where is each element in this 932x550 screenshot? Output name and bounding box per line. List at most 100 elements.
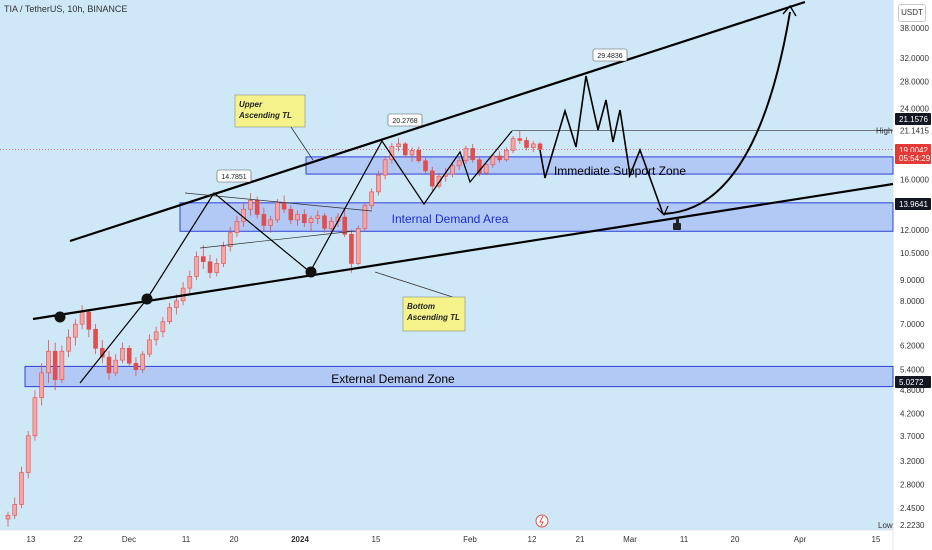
candle-body [409,149,415,156]
candle-body [261,214,267,226]
candle-body [113,359,119,374]
candle-body [342,216,348,235]
candle [160,316,166,338]
lightning-icon [535,514,549,528]
note-text: Bottom [407,302,435,311]
candle-body [106,356,112,374]
peak-label-box [387,113,423,127]
pivot-dot [141,293,153,305]
zone-label: External Demand Zone [331,372,455,386]
y-tick-label: 4.2000 [900,410,925,419]
candle [322,213,327,233]
candle-body [275,202,280,221]
candle-body [174,300,179,308]
candle [328,217,334,233]
candle [315,210,321,225]
price-marker-box [895,113,931,125]
price-marker-box [895,198,931,210]
price-marker-box [895,152,931,164]
candle-body [227,232,233,247]
y-tick-label: 5.4000 [900,366,925,375]
y-tick-label: 32.0000 [900,54,929,63]
currency-badge[interactable]: USDT [898,4,926,22]
candle-body [46,350,51,374]
y-tick-label: 8.0000 [900,297,925,306]
y-tick-label: 24.0000 [900,104,929,113]
candle [429,166,435,191]
y-tick-label: 2.2230 [900,521,925,530]
candle [187,270,193,295]
candle [288,205,294,225]
candle [73,319,78,346]
candle-body [5,514,11,520]
internal-pattern-line [184,192,373,212]
x-tick-label: 13 [27,535,36,544]
candle [423,157,428,175]
candle [497,151,502,163]
candle-body [376,174,381,193]
candle [221,241,226,268]
candle [362,202,368,232]
zone-2 [24,365,894,388]
candle [147,334,152,358]
candle-body [349,233,354,264]
peak-label: 20.2768 [387,113,423,127]
candle-body [32,397,38,437]
x-tick-label: Dec [122,535,136,544]
candle [416,146,422,163]
price-marker: 5.0272 [895,376,931,388]
arrow-head [782,4,797,17]
candle-body [126,347,132,364]
candle-body [153,331,159,341]
candle [254,196,260,219]
y-tick-label: 38.0000 [900,24,929,33]
candle [275,199,280,223]
candle-body [281,202,287,210]
candle [396,137,401,152]
candle-body [403,143,408,156]
candle-body [315,215,321,219]
low-label: Low [878,521,893,530]
price-marker: 13.9641 [895,198,931,210]
thumbs-up-icon [673,223,681,230]
candle [93,324,98,355]
candle [99,339,105,364]
candle [39,363,44,406]
peak-label-box [216,169,252,183]
candle [167,302,172,325]
candle [510,136,516,154]
candle [517,131,523,144]
candle-body [19,472,24,505]
x-tick-label: 12 [528,535,537,544]
candle-body [369,191,374,206]
candle [180,282,186,306]
candle [140,351,145,373]
candle [25,431,31,479]
candle [5,511,11,527]
note-box [234,94,306,128]
candle-body [234,220,240,234]
x-tick-label: 15 [872,535,881,544]
candle-body [147,339,152,355]
candle [174,294,179,315]
candle-body [490,155,496,166]
x-tick-label: Feb [463,535,477,544]
pivot-dot [54,311,66,323]
candle [32,390,38,441]
projection-path [539,75,664,215]
peak-label-text: 20.2768 [392,118,417,125]
candle [52,342,58,391]
candle [456,157,462,170]
candle [308,215,314,232]
peak-label-text: 14.7851 [221,174,246,181]
y-tick-label: 10.5000 [900,249,929,258]
note-callout: Upper Ascending TL [234,94,314,161]
candle [477,156,482,177]
lightning-icon-glyph [539,515,544,527]
candle-body [483,164,489,174]
candle-body [470,148,475,161]
candle [133,357,139,377]
candle [248,193,253,216]
candle-body [322,215,327,229]
